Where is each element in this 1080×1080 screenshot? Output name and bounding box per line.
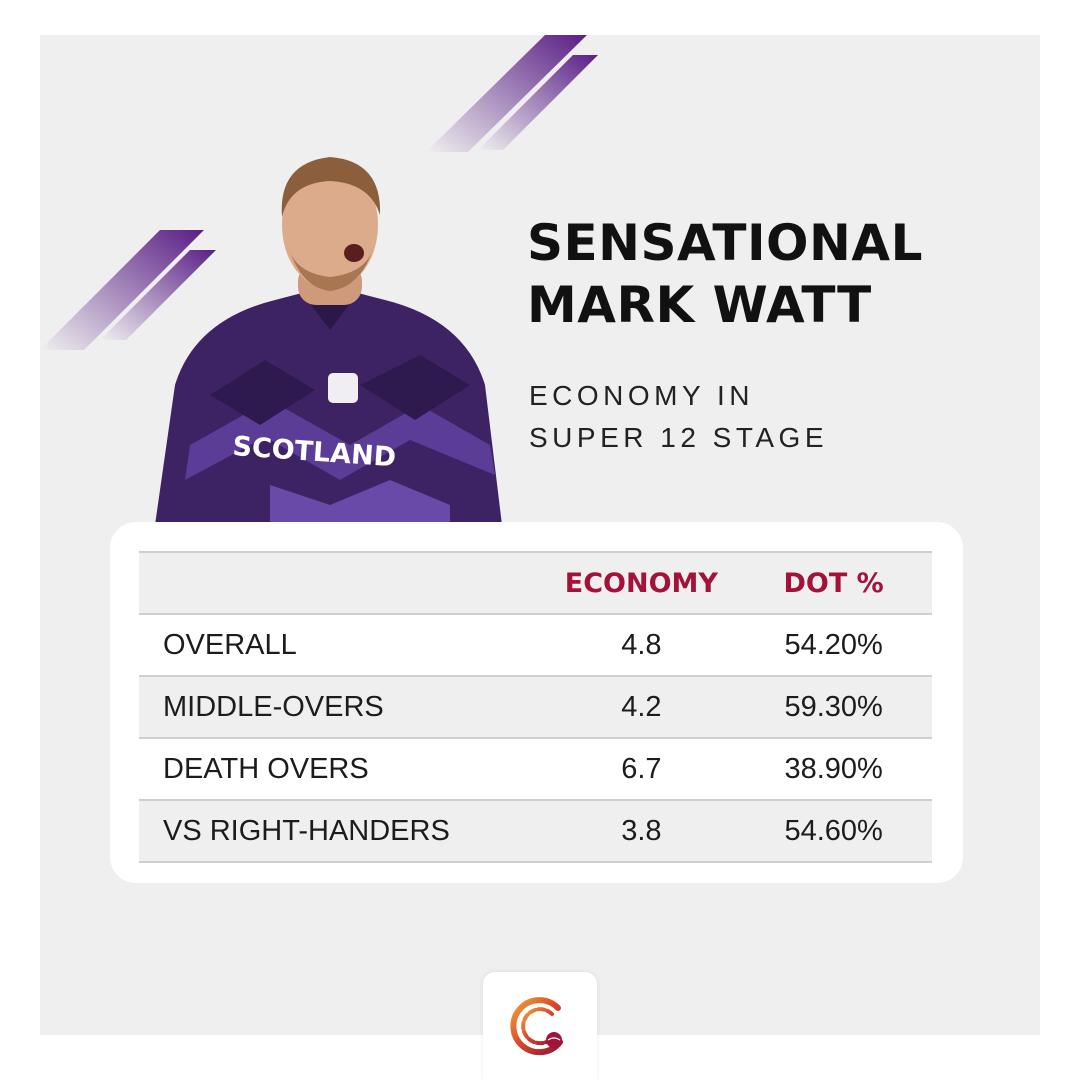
row-label: OVERALL xyxy=(139,614,548,677)
table-row: OVERALL 4.8 54.20% xyxy=(139,614,932,677)
stats-table: ECONOMY DOT % OVERALL 4.8 54.20% MIDDLE-… xyxy=(139,551,932,863)
row-label: VS RIGHT-HANDERS xyxy=(139,800,548,863)
player-photo: SCOTLAND xyxy=(155,157,502,525)
headline-line-2: MARK WATT xyxy=(527,276,872,334)
row-dot-percent: 54.20% xyxy=(735,614,932,677)
decorative-stripes xyxy=(40,35,598,350)
row-economy: 4.2 xyxy=(547,676,736,739)
headline: SENSATIONAL MARK WATT xyxy=(527,212,923,336)
brand-logo xyxy=(483,972,597,1080)
row-economy: 3.8 xyxy=(547,800,736,863)
header-label xyxy=(139,551,548,615)
subheadline-line-2: SUPER 12 STAGE xyxy=(529,422,829,453)
row-dot-percent: 38.90% xyxy=(735,738,932,801)
header-dot-percent: DOT % xyxy=(735,551,932,615)
table-row: VS RIGHT-HANDERS 3.8 54.60% xyxy=(139,800,932,863)
brand-logo-icon xyxy=(510,997,563,1056)
subheadline: ECONOMY IN SUPER 12 STAGE xyxy=(529,375,828,459)
row-economy: 6.7 xyxy=(547,738,736,801)
row-dot-percent: 54.60% xyxy=(735,800,932,863)
table-row: DEATH OVERS 6.7 38.90% xyxy=(139,738,932,801)
headline-line-1: SENSATIONAL xyxy=(527,214,923,272)
table-row: MIDDLE-OVERS 4.2 59.30% xyxy=(139,676,932,739)
table-header-row: ECONOMY DOT % xyxy=(139,551,932,615)
header-economy: ECONOMY xyxy=(547,551,736,615)
row-label: DEATH OVERS xyxy=(139,738,548,801)
row-label: MIDDLE-OVERS xyxy=(139,676,548,739)
subheadline-line-1: ECONOMY IN xyxy=(529,380,754,411)
row-economy: 4.8 xyxy=(547,614,736,677)
row-dot-percent: 59.30% xyxy=(735,676,932,739)
